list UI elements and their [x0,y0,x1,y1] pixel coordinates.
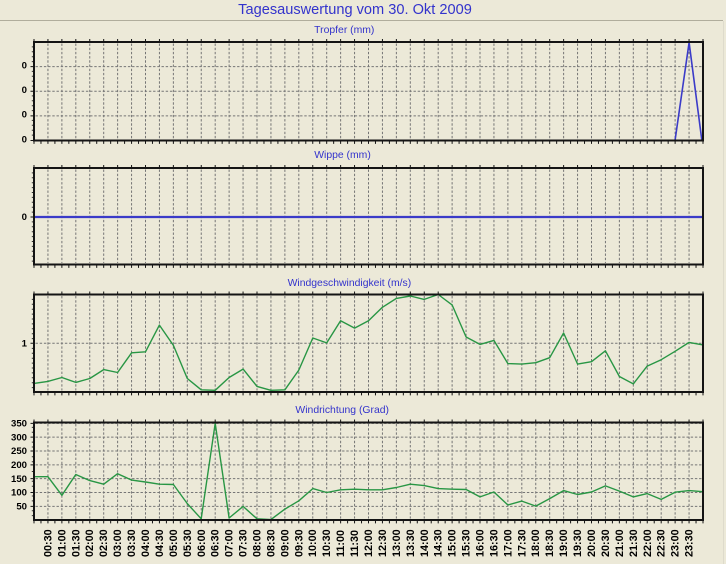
svg-text:05:30: 05:30 [182,529,194,557]
svg-text:04:30: 04:30 [154,529,166,557]
svg-text:23:30: 23:30 [684,529,696,557]
svg-text:11:00: 11:00 [335,530,347,557]
svg-text:14:00: 14:00 [419,529,431,557]
svg-text:01:30: 01:30 [70,529,82,557]
svg-text:15:30: 15:30 [461,529,473,557]
svg-text:17:00: 17:00 [502,529,514,557]
svg-text:03:00: 03:00 [112,529,124,557]
svg-text:17:30: 17:30 [516,529,528,557]
svg-text:300: 300 [11,432,27,443]
svg-text:07:00: 07:00 [224,529,236,557]
svg-text:08:00: 08:00 [252,529,264,557]
svg-text:13:30: 13:30 [405,529,417,557]
svg-text:10:30: 10:30 [321,529,333,557]
svg-text:0: 0 [22,85,27,96]
svg-text:19:00: 19:00 [558,529,570,557]
svg-text:0: 0 [22,134,27,145]
svg-text:06:30: 06:30 [210,529,222,557]
svg-text:02:30: 02:30 [98,529,110,557]
svg-text:13:00: 13:00 [391,529,403,557]
svg-text:Wippe (mm): Wippe (mm) [314,150,371,161]
svg-text:16:30: 16:30 [488,529,500,557]
svg-text:350: 350 [11,419,27,430]
svg-text:22:30: 22:30 [656,529,668,557]
svg-text:250: 250 [11,446,27,457]
svg-text:0: 0 [22,212,27,223]
svg-text:150: 150 [11,474,27,485]
svg-text:11:30: 11:30 [349,530,361,557]
svg-text:05:00: 05:00 [168,529,180,557]
svg-text:18:00: 18:00 [530,529,542,557]
svg-text:00:30: 00:30 [42,529,54,557]
svg-text:21:30: 21:30 [628,529,640,557]
svg-text:06:00: 06:00 [196,529,208,557]
svg-text:Tropfer (mm): Tropfer (mm) [314,25,374,36]
svg-text:07:30: 07:30 [238,529,250,557]
svg-text:1: 1 [22,338,28,349]
svg-text:20:30: 20:30 [600,529,612,557]
svg-text:Windrichtung (Grad): Windrichtung (Grad) [295,405,389,416]
svg-text:15:00: 15:00 [447,529,459,557]
svg-text:12:00: 12:00 [363,529,375,557]
svg-text:04:00: 04:00 [140,529,152,557]
svg-text:16:00: 16:00 [475,529,487,557]
svg-text:22:00: 22:00 [642,529,654,557]
svg-text:0: 0 [22,110,27,121]
svg-text:14:30: 14:30 [433,529,445,557]
svg-text:09:00: 09:00 [279,529,291,557]
svg-text:50: 50 [16,502,27,513]
svg-text:Tagesauswertung vom 30. Okt 20: Tagesauswertung vom 30. Okt 2009 [238,2,472,18]
svg-text:18:30: 18:30 [544,529,556,557]
svg-text:100: 100 [11,488,27,499]
svg-text:02:00: 02:00 [84,529,96,557]
svg-text:12:30: 12:30 [377,529,389,557]
svg-text:23:00: 23:00 [670,529,682,557]
svg-text:10:00: 10:00 [307,529,319,557]
svg-text:09:30: 09:30 [293,529,305,557]
svg-text:08:30: 08:30 [265,529,277,557]
svg-text:19:30: 19:30 [572,529,584,557]
svg-text:Windgeschwindigkeit (m/s): Windgeschwindigkeit (m/s) [288,278,412,289]
svg-text:21:00: 21:00 [614,529,626,557]
svg-text:03:30: 03:30 [126,529,138,557]
svg-text:20:00: 20:00 [586,529,598,557]
svg-text:01:00: 01:00 [56,529,68,557]
svg-text:200: 200 [11,460,27,471]
svg-text:0: 0 [22,60,27,71]
